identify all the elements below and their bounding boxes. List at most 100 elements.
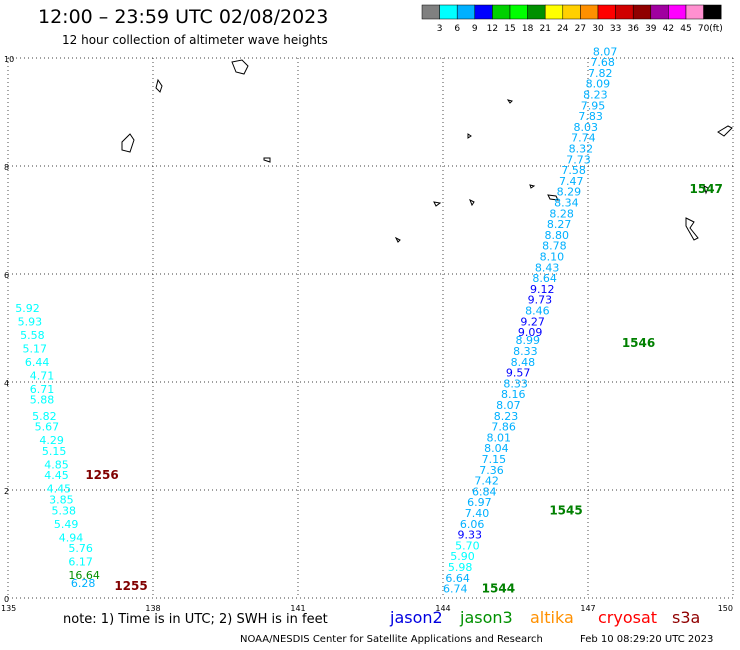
wave-height-value: 5.17 — [23, 342, 48, 355]
wave-height-value: 5.92 — [15, 302, 40, 315]
legend-bin-label: 33 — [610, 24, 621, 34]
footnote: note: 1) Time is in UTC; 2) SWH is in fe… — [63, 612, 328, 627]
legend-bin-label: 24 — [557, 24, 569, 34]
wave-height-value: 6.74 — [443, 583, 468, 596]
wave-height-value: 7.40 — [465, 507, 490, 520]
wave-height-value: 7.95 — [581, 99, 606, 112]
wave-height-value: 5.82 — [32, 410, 57, 423]
legend-bin-label: 42 — [663, 24, 674, 34]
wave-height-value: 8.16 — [501, 388, 526, 401]
wave-height-value: 8.09 — [586, 78, 611, 91]
wave-height-value: 8.27 — [547, 218, 572, 231]
satellite-jason3-label: jason3 — [460, 608, 513, 627]
y-tick-label: 6 — [4, 271, 9, 280]
wave-height-value: 8.46 — [525, 305, 550, 318]
chart-subtitle: 12 hour collection of altimeter wave hei… — [62, 33, 328, 47]
island — [467, 133, 472, 139]
wave-height-value: 5.38 — [52, 504, 77, 517]
x-tick-label: 138 — [145, 604, 160, 613]
x-tick-label: 150 — [718, 604, 733, 613]
wave-height-value: 8.43 — [535, 261, 560, 274]
wave-height-value: 8.64 — [532, 272, 557, 285]
wave-height-value: 7.86 — [491, 421, 516, 434]
wave-height-value: 8.32 — [569, 143, 594, 156]
wave-height-value: 5.76 — [68, 542, 93, 555]
wave-height-value: 7.15 — [482, 453, 507, 466]
orbit-number: 1547 — [690, 182, 723, 196]
axis-tick-labels: 135 138 141 144 147 150 0 2 4 6 8 10 — [1, 55, 733, 613]
orbit-number: 1545 — [549, 503, 582, 517]
wave-height-value: 4.29 — [39, 434, 64, 447]
legend-bin-label: 3 — [437, 24, 443, 34]
x-tick-label: 141 — [290, 604, 305, 613]
legend-bin-label: 27 — [575, 24, 586, 34]
y-tick-label: 4 — [4, 379, 9, 388]
wave-height-value: 9.27 — [520, 315, 545, 328]
legend-swatch — [703, 4, 722, 20]
x-tick-label: 135 — [1, 604, 16, 613]
wave-height-value: 5.70 — [455, 539, 480, 552]
wave-height-value: 5.98 — [448, 561, 473, 574]
legend-bin-label: 21 — [539, 24, 550, 34]
island — [703, 185, 709, 195]
wave-height-value: 3.85 — [49, 494, 73, 507]
island — [433, 201, 442, 207]
island — [121, 133, 135, 153]
legend-bin-label: 12 — [487, 24, 498, 34]
orbit-number: 1544 — [482, 582, 515, 596]
wave-height-value: 6.64 — [445, 572, 470, 585]
wave-height-value: 6.97 — [467, 496, 492, 509]
wave-height-value: 5.15 — [42, 445, 66, 458]
legend-bin-label: 18 — [522, 24, 534, 34]
wave-height-value: 7.68 — [590, 56, 615, 69]
wave-height-value: 4.94 — [59, 531, 84, 544]
x-tick-label: 144 — [435, 604, 450, 613]
observation-labels: 6.2816.646.175.764.945.495.383.854.454.4… — [15, 45, 617, 595]
wave-height-value: 9.73 — [528, 294, 553, 307]
wave-height-value: 8.28 — [549, 207, 574, 220]
wave-height-value: 4.45 — [47, 483, 72, 496]
wave-height-value: 6.71 — [30, 383, 55, 396]
wave-height-value: 4.45 — [44, 469, 69, 482]
orbit-number: 1255 — [114, 579, 147, 593]
legend-bin-label: 30 — [592, 24, 604, 34]
orbit-number: 1256 — [85, 468, 118, 482]
wave-height-value: 5.90 — [450, 550, 475, 563]
wave-height-value: 7.47 — [559, 175, 584, 188]
island — [394, 236, 401, 243]
legend-bin-label: 6 — [454, 24, 460, 34]
wave-height-value: 8.23 — [494, 410, 519, 423]
wave-height-value: 4.71 — [30, 369, 55, 382]
wave-height-value: 6.44 — [25, 356, 49, 369]
wave-height-value: 8.07 — [496, 399, 520, 412]
chart-title: 12:00 – 23:59 UTC 02/08/2023 — [38, 6, 329, 28]
legend-bin-label: 45 — [680, 24, 691, 34]
wave-height-value: 7.36 — [479, 464, 504, 477]
wave-height-value: 7.83 — [578, 110, 603, 123]
wave-height-value: 5.93 — [18, 315, 42, 328]
y-tick-label: 10 — [4, 55, 14, 64]
island — [547, 194, 559, 201]
wave-height-value: 8.33 — [503, 377, 527, 390]
wave-height-value: 7.74 — [571, 132, 596, 145]
wave-height-value: 8.01 — [487, 431, 512, 444]
satellite-altika-label: altika — [530, 608, 574, 627]
orbit-number: 1546 — [622, 336, 655, 350]
coastline-islands — [121, 59, 733, 243]
wave-height-value: 7.58 — [561, 164, 586, 177]
island — [717, 125, 733, 137]
wave-height-value: 5.88 — [30, 394, 55, 407]
wave-height-value: 9.57 — [506, 367, 531, 380]
y-tick-label: 0 — [4, 595, 9, 604]
legend-bin-label: 70 — [698, 24, 710, 34]
y-tick-label: 8 — [4, 163, 9, 172]
wave-height-value: 4.85 — [44, 458, 69, 471]
island — [469, 198, 475, 207]
wave-height-value: 8.04 — [484, 442, 509, 455]
legend-bin-label: 15 — [504, 24, 515, 34]
wave-height-value: 9.09 — [518, 326, 543, 339]
legend-bin-label: 9 — [472, 24, 478, 34]
wave-height-value: 6.84 — [472, 485, 497, 498]
orbit-labels: 1255 1256 1544 1545 1546 1547 — [85, 182, 723, 596]
